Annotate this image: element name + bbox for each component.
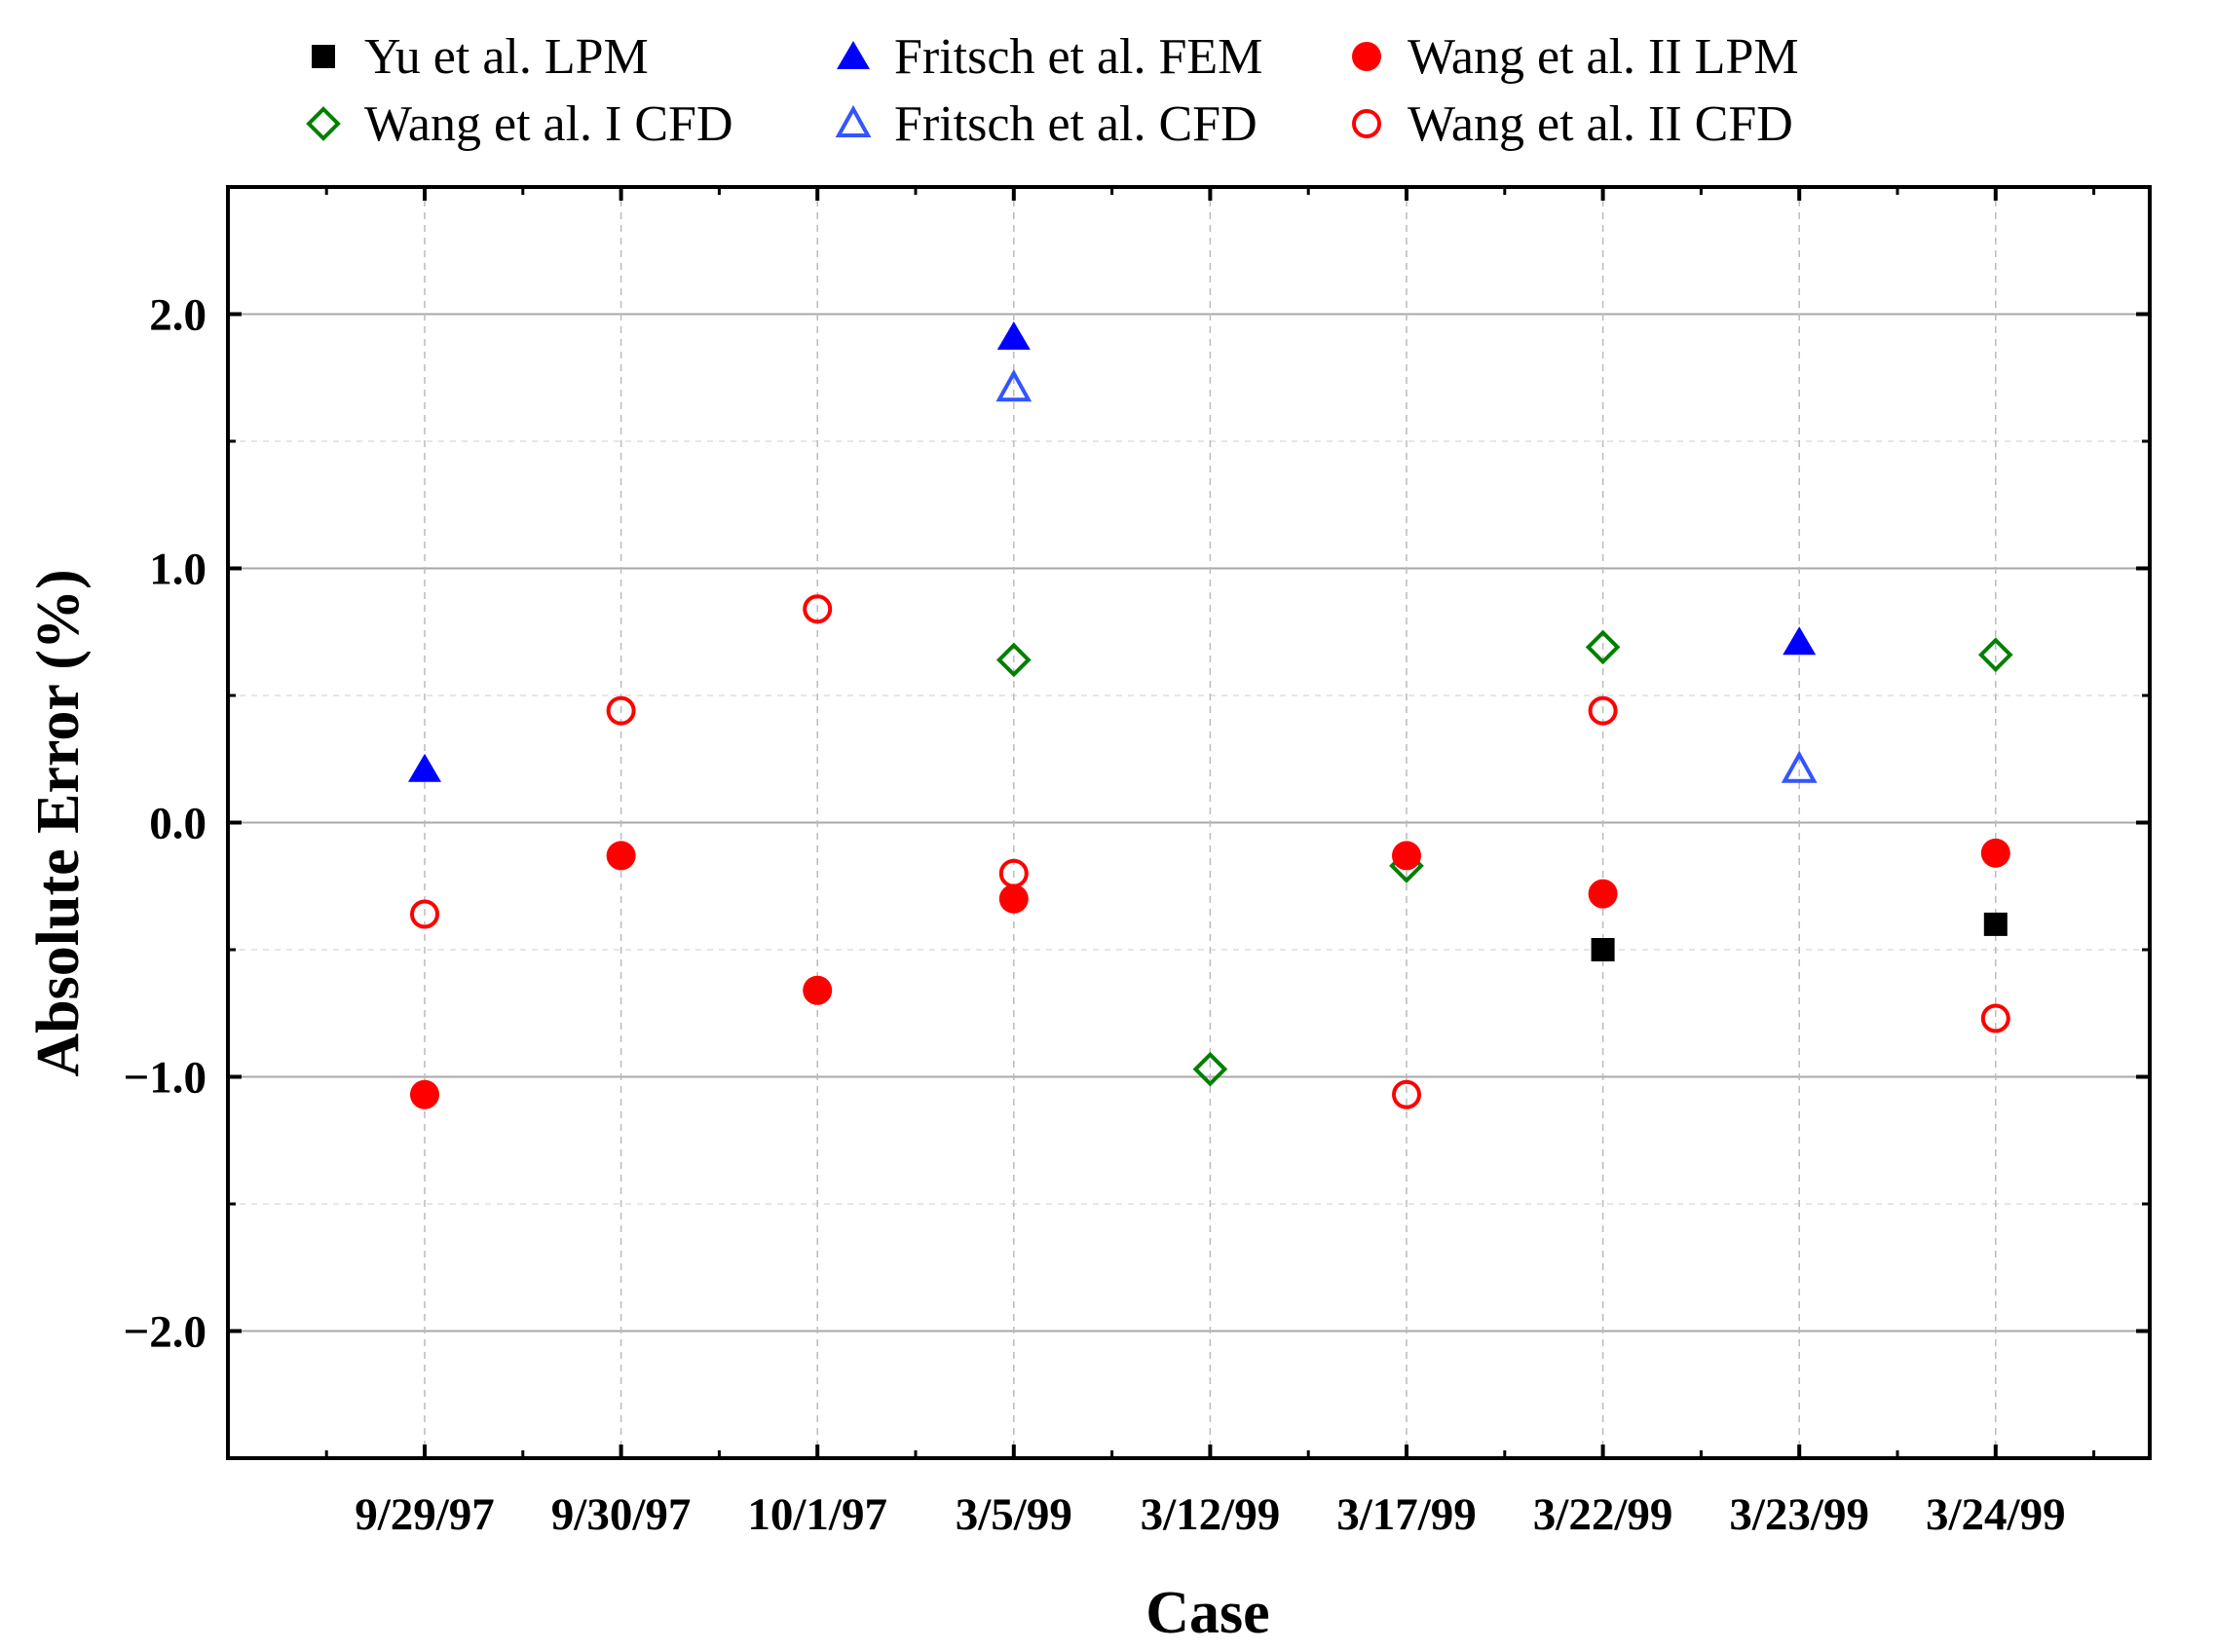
x-tick-label: 3/17/99 (1336, 1489, 1477, 1540)
y-tick-label: 1.0 (149, 544, 206, 595)
point-fritsch-et-al-cfd (1781, 750, 1818, 783)
legend-label-fritsch-et-al-cfd: Fritsch et al. CFD (894, 96, 1258, 152)
grid (228, 187, 2150, 1458)
point-wang-et-al-ii-lpm (606, 841, 636, 871)
point-fritsch-et-al-fem (408, 753, 441, 782)
x-tick-label: 10/1/97 (747, 1489, 887, 1540)
x-axis-tick-labels: 9/29/97 9/30/97 10/1/97 3/5/99 3/12/99 3/17/9… (355, 1489, 2065, 1540)
legend-label-wang-et-al-ii-cfd: Wang et al. II CFD (1408, 96, 1793, 152)
x-tick-label: 3/23/99 (1729, 1489, 1869, 1540)
point-wang-et-al-ii-cfd (1588, 695, 1618, 726)
point-yu-et-al-lpm (1983, 912, 2008, 936)
x-tick-label: 3/24/99 (1926, 1489, 2066, 1540)
legend-label-yu-et-al-lpm: Yu et al. LPM (364, 29, 649, 85)
axis-ticks (228, 187, 2150, 1458)
point-wang-et-al-ii-lpm (803, 975, 833, 1005)
legend-marker-yu-et-al-lpm (312, 45, 335, 68)
point-yu-et-al-lpm (1591, 938, 1615, 961)
x-tick-label: 3/22/99 (1533, 1489, 1673, 1540)
legend-label-wang-et-al-ii-lpm: Wang et al. II LPM (1408, 29, 1799, 85)
x-axis-title: Case (1145, 1580, 1269, 1646)
point-wang-et-al-i-cfd (995, 642, 1032, 678)
point-fritsch-et-al-cfd (995, 369, 1032, 402)
y-tick-label: 2.0 (149, 290, 206, 341)
point-wang-et-al-ii-cfd (803, 594, 833, 624)
y-tick-label: 0.0 (149, 799, 206, 849)
point-wang-et-al-i-cfd (1192, 1051, 1228, 1087)
x-tick-label: 9/29/97 (355, 1489, 495, 1540)
legend: Yu et al. LPM Wang et al. I CFD Fritsch et… (306, 29, 1799, 152)
x-tick-label: 3/12/99 (1141, 1489, 1281, 1540)
point-wang-et-al-ii-lpm (1392, 841, 1421, 871)
point-wang-et-al-ii-cfd (998, 858, 1029, 888)
legend-label-fritsch-et-al-fem: Fritsch et al. FEM (894, 29, 1262, 85)
point-wang-et-al-ii-cfd (1392, 1079, 1421, 1109)
data-points (408, 320, 2013, 1109)
x-tick-label: 9/30/97 (551, 1489, 692, 1540)
y-axis-tick-labels: −2.0 −1.0 0.0 1.0 2.0 (123, 290, 206, 1358)
y-tick-label: −1.0 (123, 1053, 206, 1104)
point-wang-et-al-ii-lpm (1588, 879, 1618, 909)
legend-marker-wang-et-al-ii-lpm (1352, 42, 1381, 71)
point-wang-et-al-ii-cfd (606, 695, 636, 726)
point-wang-et-al-ii-lpm (410, 1079, 439, 1109)
point-wang-et-al-ii-cfd (1980, 1003, 2010, 1033)
point-wang-et-al-ii-cfd (410, 899, 439, 929)
y-axis-title: Absolute Error (%) (25, 569, 92, 1076)
legend-marker-wang-et-al-ii-cfd (1352, 109, 1381, 138)
y-tick-label: −2.0 (123, 1307, 206, 1358)
legend-marker-fritsch-et-al-cfd (835, 104, 872, 137)
legend-marker-fritsch-et-al-fem (837, 41, 870, 69)
legend-marker-wang-et-al-i-cfd (306, 106, 341, 141)
x-tick-label: 3/5/99 (956, 1489, 1072, 1540)
point-fritsch-et-al-fem (996, 320, 1031, 350)
legend-label-wang-et-al-i-cfd: Wang et al. I CFD (364, 96, 733, 152)
point-wang-et-al-i-cfd (1977, 637, 2013, 673)
point-wang-et-al-i-cfd (1585, 629, 1621, 665)
point-wang-et-al-ii-lpm (998, 883, 1029, 914)
point-wang-et-al-ii-lpm (1980, 838, 2010, 868)
point-fritsch-et-al-fem (1783, 626, 1817, 656)
